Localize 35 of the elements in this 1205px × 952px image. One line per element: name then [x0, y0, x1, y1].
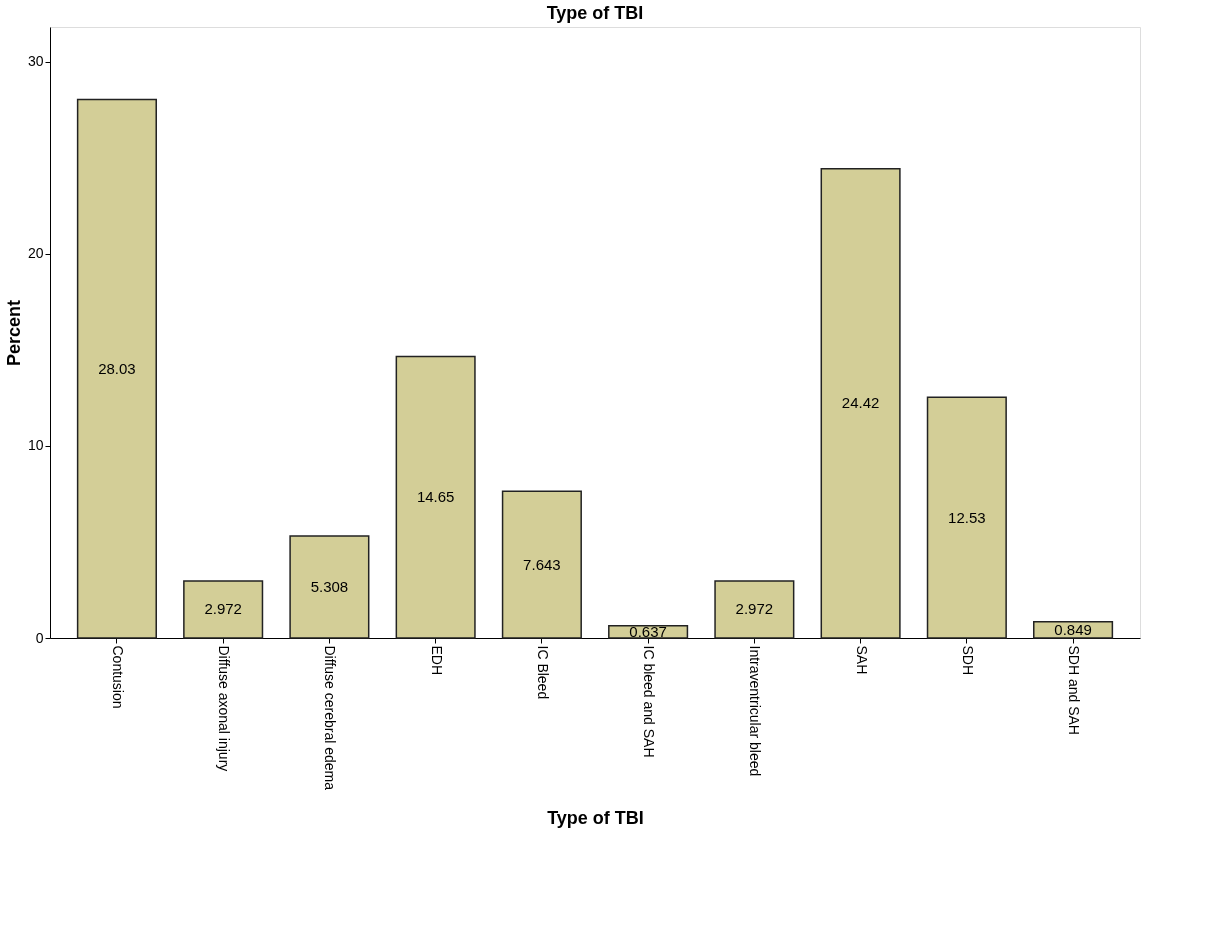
bar	[926, 396, 1007, 639]
x-tick-label: IC Bleed	[534, 645, 551, 700]
x-axis-title: Type of TBI	[547, 807, 644, 828]
x-tick-label: Intraventricular bleed	[747, 645, 764, 777]
bar	[820, 168, 901, 639]
x-tick-label: Contusion	[109, 645, 126, 709]
data-label: 28.03	[98, 359, 136, 377]
bar	[76, 98, 157, 639]
x-tick-label: SDH and SAH	[1066, 645, 1083, 735]
data-label: 24.42	[841, 394, 880, 412]
data-label: 5.308	[310, 578, 349, 596]
data-label: 0.637	[629, 622, 667, 640]
x-tick-label: EDH	[428, 645, 445, 676]
y-tick-label: 0	[35, 629, 44, 646]
x-tick-label: Diffuse cerebral edema	[322, 645, 339, 791]
x-tick-label: SDH	[959, 645, 976, 676]
y-tick-label: 10	[27, 437, 44, 454]
x-tick-label: IC bleed and SAH	[641, 645, 658, 758]
data-label: 7.643	[523, 555, 561, 573]
x-tick-label: Diffuse axonal injury	[216, 645, 233, 772]
y-tick-label: 30	[27, 53, 44, 70]
bar	[714, 580, 795, 639]
x-tick-label: SAH	[853, 645, 870, 675]
data-label: 2.972	[735, 600, 774, 618]
y-tick-label: 20	[27, 245, 44, 262]
bar	[501, 490, 582, 639]
data-label: 2.972	[204, 600, 242, 618]
data-label: 12.53	[948, 508, 986, 526]
bar	[289, 535, 370, 639]
data-label: 14.65	[416, 488, 455, 506]
bar	[395, 355, 476, 639]
chart-title: Type of TBI	[546, 3, 644, 23]
data-label: 0.849	[1054, 620, 1092, 638]
bar	[183, 580, 264, 639]
y-axis-title: Percent	[3, 299, 24, 367]
